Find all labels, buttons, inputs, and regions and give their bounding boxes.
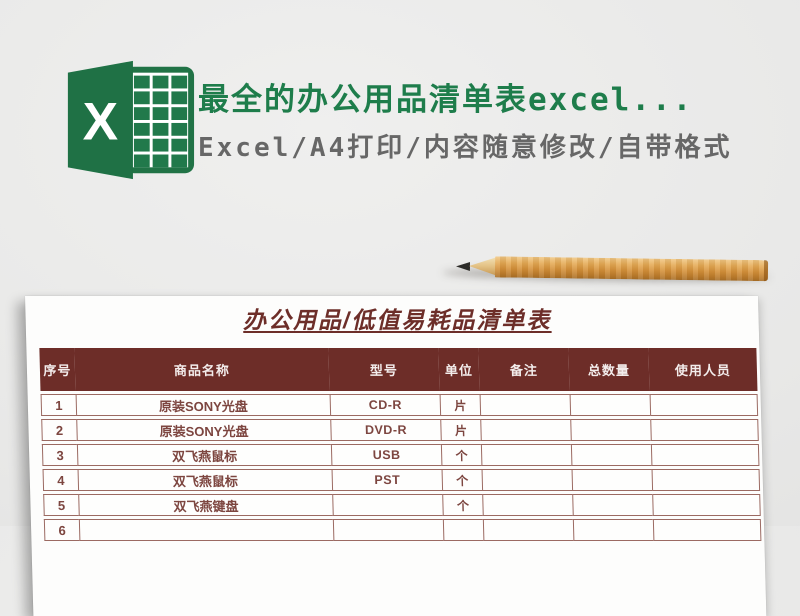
cell-seq: 3 (41, 444, 78, 466)
col-header-unit: 单位 (438, 348, 480, 391)
hero-banner: X 最全的办公用品清单表excel... Excel/A4打印/内容随意修改/自… (0, 0, 800, 230)
excel-logo-icon: X (67, 60, 195, 180)
pencil-body (494, 256, 769, 282)
cell-total (572, 494, 653, 516)
cell-user (649, 394, 759, 416)
cell-total (571, 469, 653, 491)
template-title: 最全的办公用品清单表excel... (198, 82, 694, 118)
table-row: 6 (43, 519, 762, 541)
cell-model: DVD-R (330, 419, 441, 441)
cell-total (570, 444, 652, 466)
table-row: 4 双飞燕鼠标 PST 个 (42, 469, 761, 491)
cell-user (650, 444, 760, 466)
template-preview-page: { "hero": { "title": "最全的办公用品清单表excel...… (0, 0, 800, 526)
cell-unit (442, 519, 484, 541)
col-header-note: 备注 (478, 348, 570, 391)
cell-note (479, 394, 571, 416)
cell-user (651, 469, 761, 491)
cell-user (652, 519, 762, 541)
spreadsheet-paper: 办公用品/低值易耗品清单表 序号 商品名称 型号 单位 备注 总数量 使用人员 … (25, 296, 767, 616)
cell-note (482, 494, 573, 516)
cell-unit: 片 (439, 394, 481, 416)
cell-total (570, 419, 651, 441)
cell-note (481, 469, 573, 491)
cell-seq: 6 (43, 519, 80, 541)
cell-name: 双飞燕键盘 (78, 494, 333, 516)
cell-user (652, 494, 761, 516)
cell-name: 原装SONY光盘 (75, 394, 331, 416)
cell-unit: 个 (442, 494, 483, 516)
cell-model (332, 519, 444, 541)
cell-name: 原装SONY光盘 (76, 419, 331, 441)
col-header-name: 商品名称 (74, 348, 330, 391)
template-subtitle: Excel/A4打印/内容随意修改/自带格式 (198, 133, 733, 163)
cell-model: PST (331, 469, 443, 491)
cell-model: CD-R (329, 394, 441, 416)
pencil-tip-icon (456, 262, 470, 271)
col-header-user: 使用人员 (648, 348, 758, 391)
table-row: 5 双飞燕键盘 个 (43, 494, 761, 516)
cell-total (572, 519, 654, 541)
sheet-title: 办公用品/低值易耗品清单表 (242, 307, 552, 333)
cell-note (480, 444, 572, 466)
col-header-model: 型号 (328, 348, 440, 391)
cell-name: 双飞燕鼠标 (76, 444, 332, 466)
pencil-graphic (456, 256, 769, 282)
excel-x-letter: X (83, 93, 119, 152)
col-header-total: 总数量 (568, 348, 650, 391)
cell-model: USB (330, 444, 442, 466)
cell-seq: 2 (41, 419, 77, 441)
table-row: 3 双飞燕鼠标 USB 个 (41, 444, 760, 466)
cell-unit: 个 (441, 469, 483, 491)
table-header-row: 序号 商品名称 型号 单位 备注 总数量 使用人员 (39, 348, 758, 391)
cell-unit: 片 (440, 419, 481, 441)
cell-user (650, 419, 759, 441)
supplies-table: 序号 商品名称 型号 单位 备注 总数量 使用人员 1 原装SONY光盘 CD-… (39, 345, 762, 544)
cell-seq: 1 (40, 394, 77, 416)
table-row: 1 原装SONY光盘 CD-R 片 (40, 394, 759, 416)
cell-model (332, 494, 443, 516)
pencil-wood-cone (469, 257, 496, 275)
table-row: 2 原装SONY光盘 DVD-R 片 (41, 419, 759, 441)
cell-seq: 5 (43, 494, 79, 516)
cell-note (480, 419, 571, 441)
cell-seq: 4 (42, 469, 79, 491)
col-header-seq: 序号 (39, 348, 76, 391)
cell-name: 双飞燕鼠标 (77, 469, 333, 491)
cell-name (78, 519, 334, 541)
cell-note (482, 519, 574, 541)
cell-unit: 个 (440, 444, 482, 466)
cell-total (569, 394, 651, 416)
